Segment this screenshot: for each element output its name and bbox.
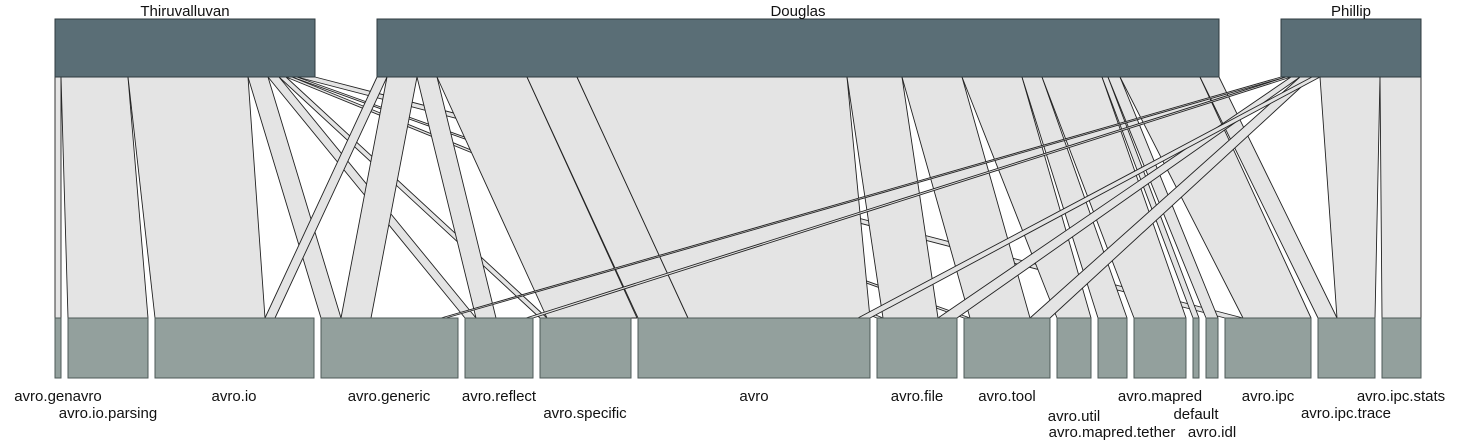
bottom-node-label-b15: avro.ipc.trace — [1301, 405, 1391, 422]
bottom-node-label-b16: avro.ipc.stats — [1357, 388, 1445, 405]
bottom-node-label-b7: avro.file — [891, 388, 944, 405]
bottom-node-b12 — [1192, 317, 1200, 379]
band-t0-b0 — [54, 76, 62, 319]
top-node-label-t2: Phillip — [1331, 3, 1371, 20]
bottom-node-b10 — [1097, 317, 1128, 379]
bottom-node-b11 — [1133, 317, 1187, 379]
top-node-t1 — [376, 18, 1220, 78]
bottom-node-label-b11: avro.mapred — [1118, 388, 1202, 405]
bottom-node-label-b0: avro.genavro — [14, 388, 102, 405]
band-t0-b2 — [127, 76, 266, 319]
bottom-node-b14 — [1224, 317, 1312, 379]
bottom-node-b4 — [464, 317, 534, 379]
bottom-node-b1 — [67, 317, 149, 379]
top-labels: Thiruvalluvan Douglas Phillip — [140, 3, 1371, 20]
top-node-t0 — [54, 18, 316, 78]
bottom-node-label-b9: avro.util — [1048, 408, 1101, 425]
top-node-label-t0: Thiruvalluvan — [140, 3, 229, 20]
bottom-node-b13 — [1205, 317, 1219, 379]
flow-bands — [54, 76, 1422, 319]
bottom-node-b7 — [876, 317, 958, 379]
bottom-node-label-b3: avro.generic — [348, 388, 431, 405]
bottom-node-b3 — [320, 317, 459, 379]
bottom-node-b0 — [54, 317, 62, 379]
bottom-node-label-b10: avro.mapred.tether — [1049, 424, 1176, 441]
bottom-nodes — [54, 317, 1422, 379]
bottom-node-label-b8: avro.tool — [978, 388, 1036, 405]
bottom-node-b5 — [539, 317, 632, 379]
band-t2-b15 — [1319, 76, 1381, 319]
bottom-node-label-b12: default — [1173, 406, 1219, 423]
bottom-node-b9 — [1056, 317, 1092, 379]
bottom-node-b2 — [154, 317, 315, 379]
bottom-node-label-b14: avro.ipc — [1242, 388, 1295, 405]
top-node-label-t1: Douglas — [770, 3, 825, 20]
top-node-t2 — [1280, 18, 1422, 78]
top-nodes — [54, 18, 1422, 78]
bottom-node-b15 — [1317, 317, 1376, 379]
bottom-node-b6 — [637, 317, 871, 379]
bottom-node-label-b13: avro.idl — [1188, 424, 1236, 441]
bottom-node-label-b5: avro.specific — [543, 405, 627, 422]
bottom-node-label-b6: avro — [739, 388, 768, 405]
bottom-node-label-b4: avro.reflect — [462, 388, 537, 405]
bottom-node-label-b1: avro.io.parsing — [59, 405, 157, 422]
bottom-node-label-b2: avro.io — [211, 388, 256, 405]
bottom-node-b8 — [963, 317, 1051, 379]
band-t2-b16 — [1379, 76, 1422, 319]
bottom-node-b16 — [1381, 317, 1422, 379]
